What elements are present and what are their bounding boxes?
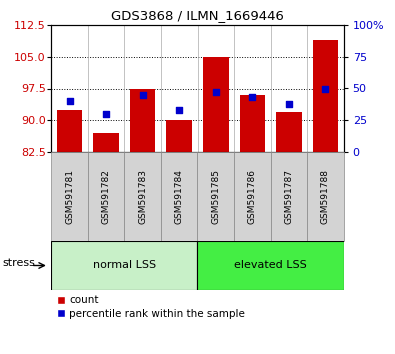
Bar xyxy=(307,152,344,241)
Text: elevated LSS: elevated LSS xyxy=(234,261,307,270)
Bar xyxy=(271,152,307,241)
Point xyxy=(249,95,256,100)
Text: stress: stress xyxy=(3,258,36,268)
Bar xyxy=(312,40,338,152)
Text: GSM591781: GSM591781 xyxy=(65,169,74,224)
Point xyxy=(66,98,73,104)
Text: GSM591787: GSM591787 xyxy=(284,169,293,224)
Bar xyxy=(161,152,198,241)
Text: GSM591786: GSM591786 xyxy=(248,169,257,224)
Bar xyxy=(234,152,271,241)
Point xyxy=(176,107,182,113)
Point xyxy=(139,92,146,98)
Bar xyxy=(276,112,302,152)
Bar xyxy=(88,152,124,241)
Bar xyxy=(198,241,344,290)
Bar xyxy=(51,241,198,290)
Point xyxy=(213,90,219,95)
Legend: count, percentile rank within the sample: count, percentile rank within the sample xyxy=(56,296,245,319)
Text: GSM591783: GSM591783 xyxy=(138,169,147,224)
Bar xyxy=(166,120,192,152)
Bar xyxy=(130,88,156,152)
Bar xyxy=(203,57,229,152)
Text: GDS3868 / ILMN_1669446: GDS3868 / ILMN_1669446 xyxy=(111,9,284,22)
Bar xyxy=(239,95,265,152)
Point xyxy=(286,101,292,107)
Text: GSM591784: GSM591784 xyxy=(175,169,184,224)
Text: GSM591782: GSM591782 xyxy=(102,169,111,224)
Text: GSM591788: GSM591788 xyxy=(321,169,330,224)
Point xyxy=(103,111,109,117)
Bar xyxy=(198,152,234,241)
Bar xyxy=(124,152,161,241)
Text: normal LSS: normal LSS xyxy=(93,261,156,270)
Bar xyxy=(93,133,119,152)
Point xyxy=(322,86,329,91)
Bar xyxy=(57,110,83,152)
Bar xyxy=(51,152,88,241)
Text: GSM591785: GSM591785 xyxy=(211,169,220,224)
